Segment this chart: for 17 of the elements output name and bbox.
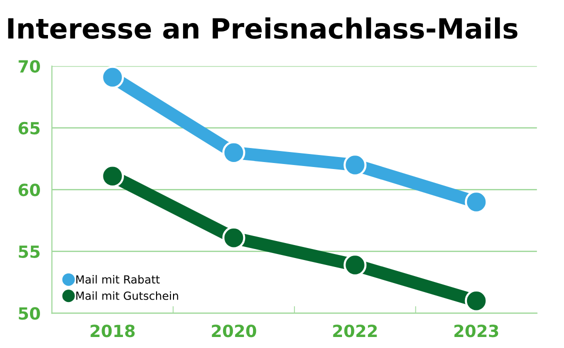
legend-label: Mail mit Gutschein <box>76 291 178 300</box>
x-tick-label: 2023 <box>454 324 498 338</box>
legend-label: Mail mit Rabatt <box>76 275 160 284</box>
point <box>101 66 124 89</box>
point <box>464 190 488 214</box>
point <box>344 254 366 276</box>
x-tick-label: 2018 <box>90 324 135 338</box>
point <box>222 226 246 250</box>
y-tick-label: 70 <box>18 60 40 73</box>
x-tick-label: 2022 <box>333 324 377 338</box>
y-tick-label: 55 <box>18 246 40 258</box>
y-tick-label: 50 <box>18 307 40 320</box>
chart-title: Interesse an Preisnachlass-Mails <box>8 17 518 39</box>
y-tick-label: 65 <box>18 122 40 134</box>
point <box>101 164 124 188</box>
y-tick-label: 60 <box>18 184 40 196</box>
x-tick-label: 2020 <box>212 324 256 338</box>
